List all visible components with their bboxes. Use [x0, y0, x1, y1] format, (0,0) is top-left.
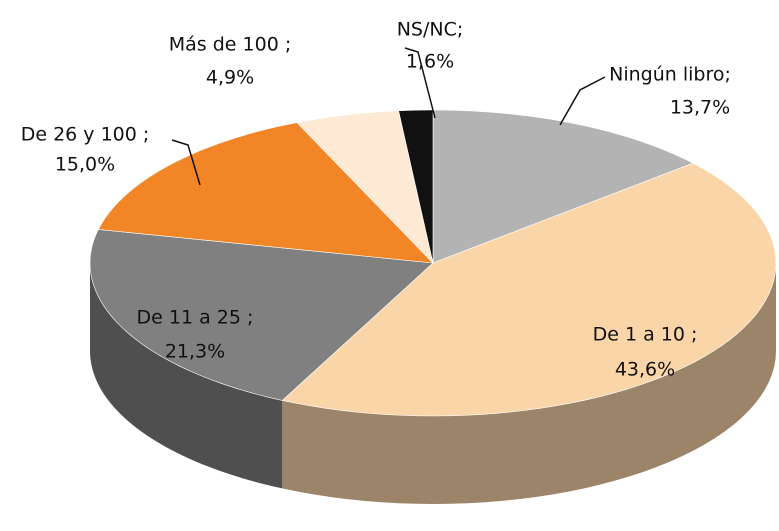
slice	[97, 122, 434, 264]
data-label-value: 21,3%	[165, 341, 225, 363]
data-label-name: De 26 y 100 ;	[21, 124, 150, 146]
data-label-value: 13,7%	[670, 97, 730, 119]
slice	[296, 110, 434, 264]
data-label-name: Ningún libro;	[609, 64, 731, 86]
data-label-name: De 11 a 25 ;	[137, 307, 254, 329]
slice-side	[90, 263, 283, 489]
leader-line	[404, 47, 436, 119]
slice	[89, 229, 434, 401]
data-label-value: 1,6%	[406, 51, 454, 73]
slice	[432, 109, 694, 264]
leader-line	[171, 139, 201, 186]
leader-line	[559, 76, 606, 126]
slice-side	[282, 263, 776, 504]
slice	[281, 162, 777, 417]
data-label-value: 15,0%	[55, 154, 115, 176]
data-label-value: 43,6%	[615, 359, 675, 381]
data-label-name: Más de 100 ;	[169, 34, 291, 56]
data-label-value: 4,9%	[206, 67, 254, 89]
slice	[398, 109, 434, 264]
data-label-name: NS/NC;	[397, 19, 464, 41]
data-label-name: De 1 a 10 ;	[593, 324, 698, 346]
